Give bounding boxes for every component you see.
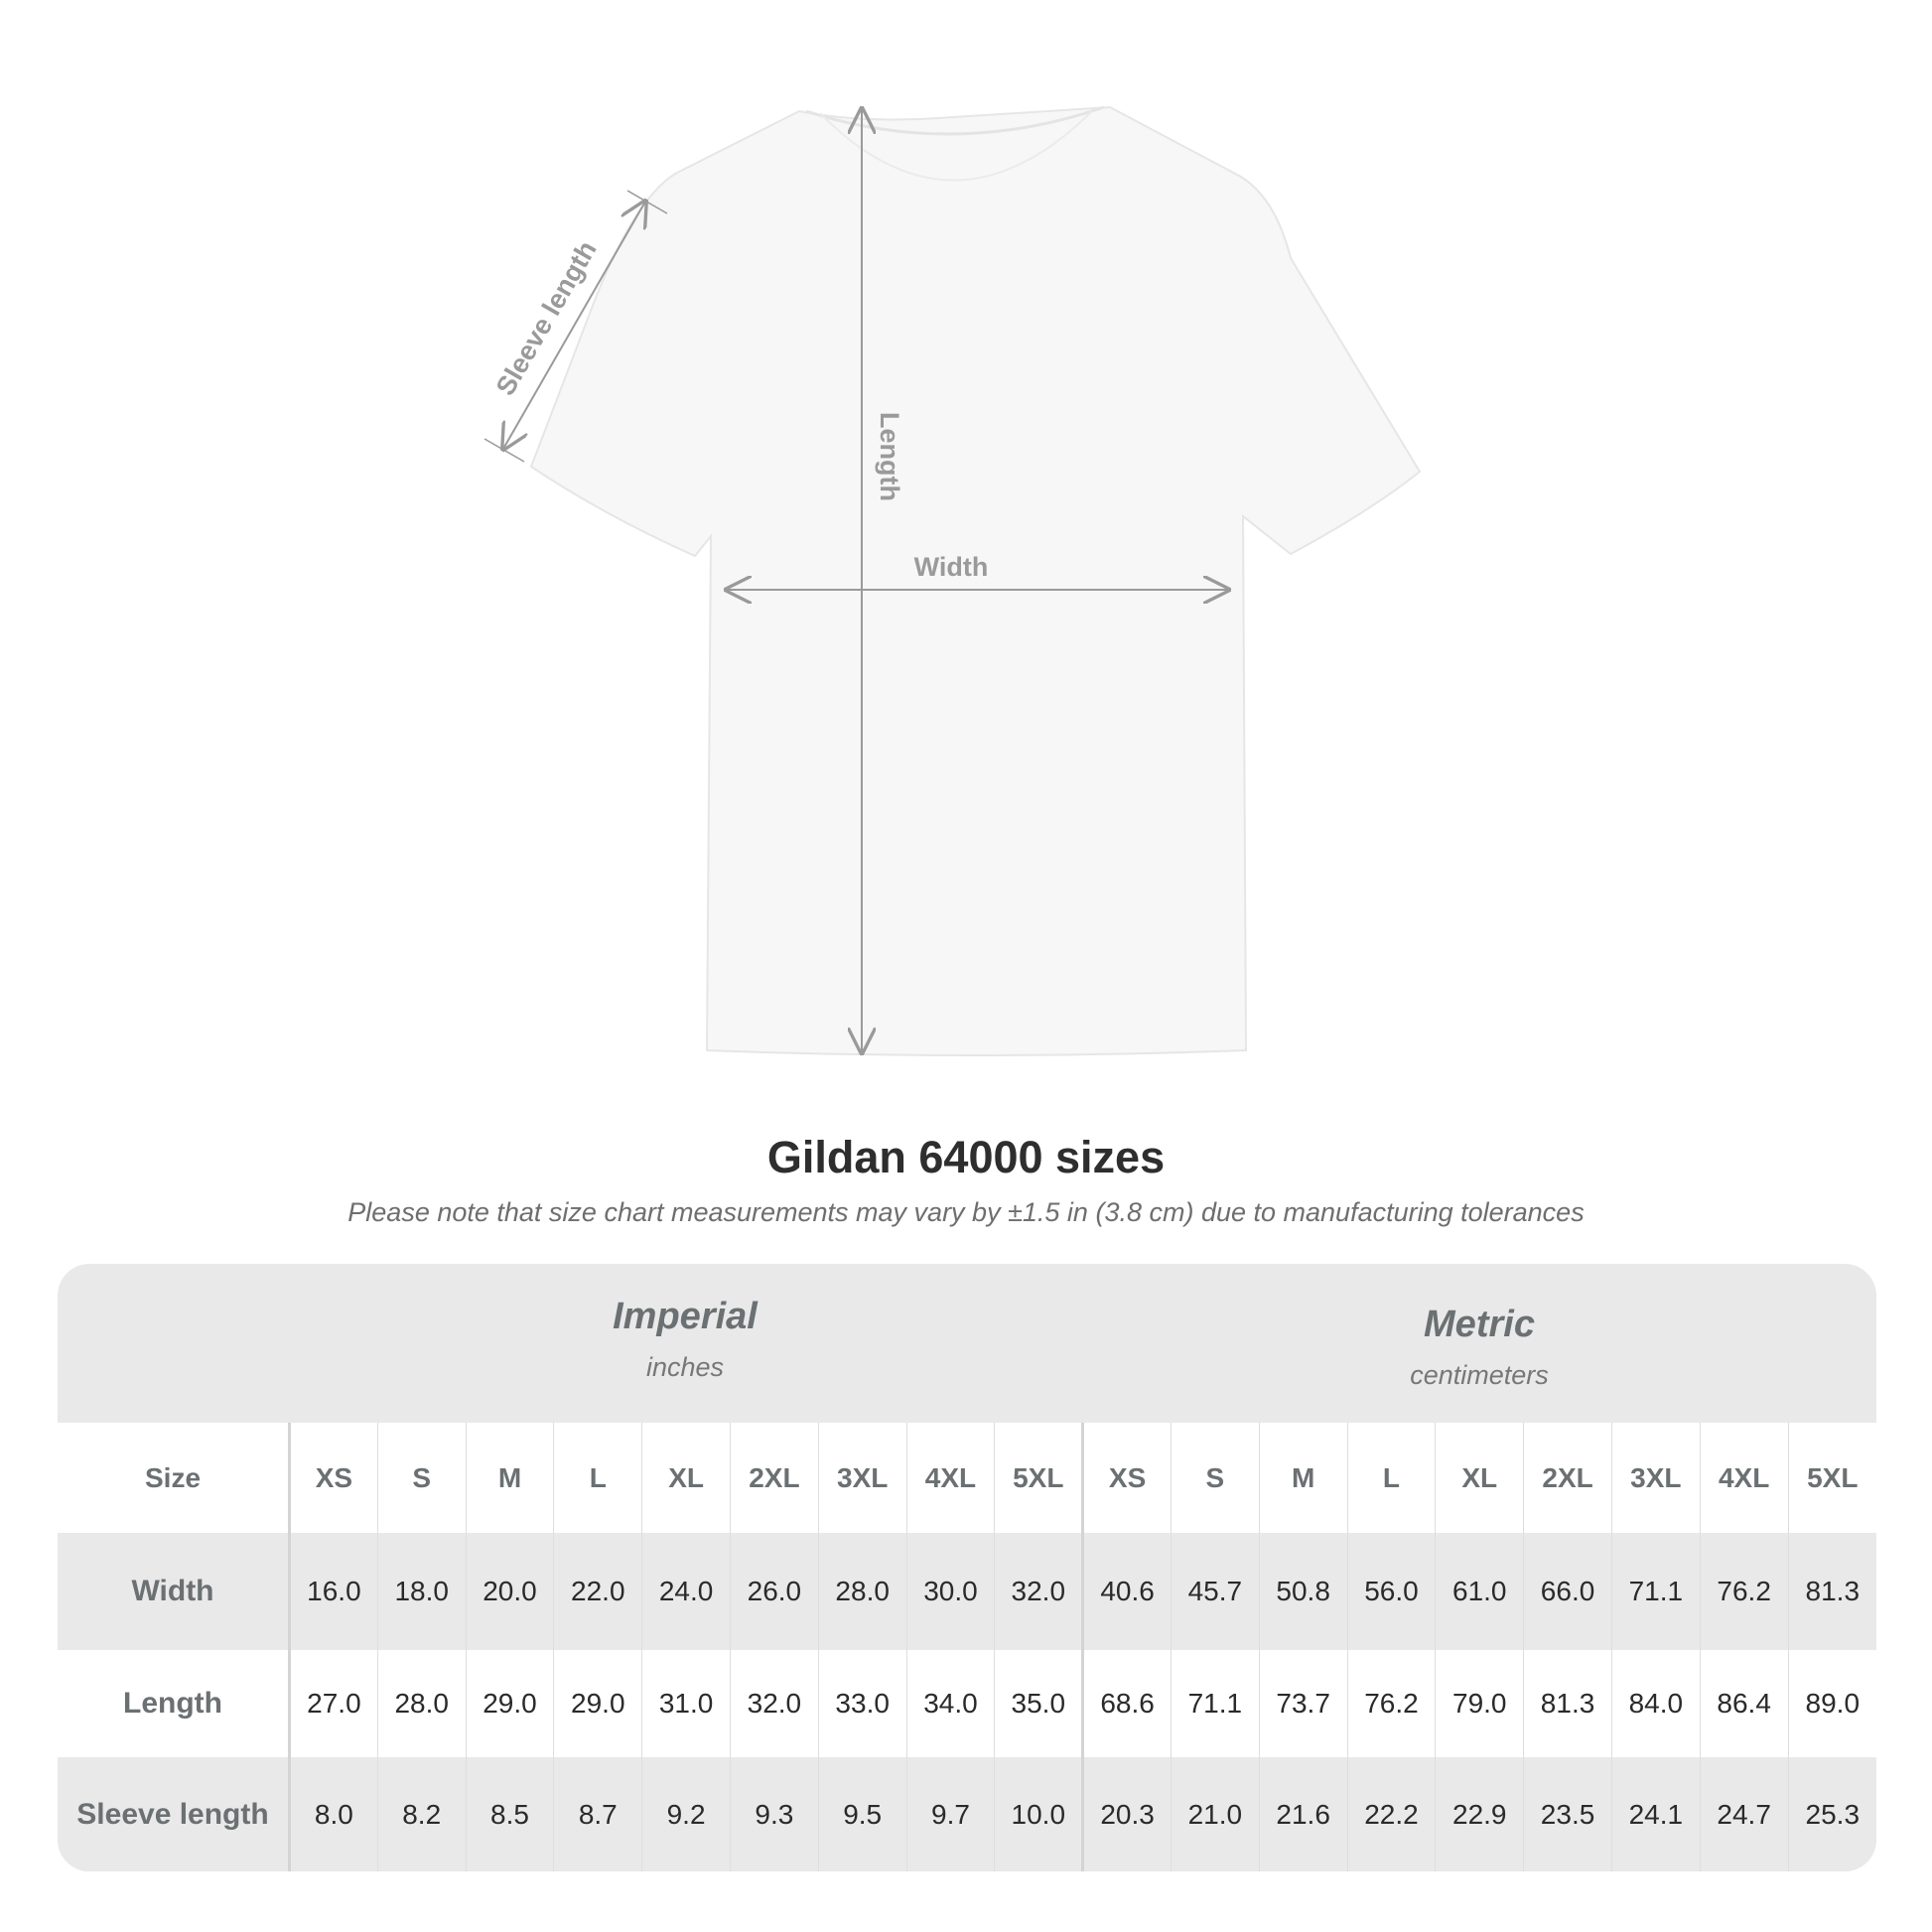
- imperial-cell: 30.0: [905, 1533, 995, 1650]
- imperial-cell: 9.7: [905, 1757, 995, 1871]
- imperial-size-header: 3XL: [817, 1423, 907, 1533]
- metric-cell: 81.3: [1787, 1533, 1876, 1650]
- metric-cell: 81.3: [1523, 1650, 1612, 1757]
- imperial-cell: 27.0: [289, 1650, 378, 1757]
- imperial-cell: 8.0: [289, 1757, 378, 1871]
- metric-cell: 21.6: [1258, 1757, 1348, 1871]
- imperial-cell: 8.5: [465, 1757, 554, 1871]
- imperial-cell: 24.0: [641, 1533, 731, 1650]
- metric-size-header: XL: [1435, 1423, 1524, 1533]
- metric-cell: 76.2: [1699, 1533, 1789, 1650]
- metric-cell: 79.0: [1435, 1650, 1524, 1757]
- metric-cell: 86.4: [1699, 1650, 1789, 1757]
- metric-cell: 84.0: [1610, 1650, 1701, 1757]
- imperial-cell: 31.0: [641, 1650, 731, 1757]
- metric-cell: 25.3: [1787, 1757, 1876, 1871]
- metric-size-header: 4XL: [1699, 1423, 1789, 1533]
- metric-cell: 61.0: [1435, 1533, 1524, 1650]
- imperial-header: Imperial inches: [288, 1296, 1082, 1383]
- imperial-size-header: XS: [289, 1423, 378, 1533]
- imperial-size-header: L: [553, 1423, 642, 1533]
- metric-size-header: XS: [1081, 1423, 1172, 1533]
- metric-cell: 21.0: [1170, 1757, 1260, 1871]
- imperial-title: Imperial: [613, 1296, 758, 1337]
- imperial-cell: 9.2: [641, 1757, 731, 1871]
- imperial-cell: 10.0: [994, 1757, 1083, 1871]
- imperial-cell: 18.0: [376, 1533, 467, 1650]
- tshirt-diagram: Length Width Sleeve length: [483, 105, 1422, 1056]
- imperial-unit: inches: [645, 1352, 725, 1382]
- sleeve-arrow: [503, 202, 645, 449]
- width-label: Width: [914, 552, 989, 582]
- imperial-cell: 29.0: [465, 1650, 554, 1757]
- imperial-size-header: 5XL: [994, 1423, 1083, 1533]
- metric-cell: 24.1: [1610, 1757, 1701, 1871]
- row-label: Width: [58, 1533, 291, 1650]
- metric-cell: 71.1: [1170, 1650, 1260, 1757]
- tolerance-note: Please note that size chart measurements…: [347, 1197, 1585, 1227]
- imperial-cell: 9.5: [817, 1757, 907, 1871]
- metric-cell: 66.0: [1523, 1533, 1612, 1650]
- imperial-cell: 9.3: [729, 1757, 819, 1871]
- metric-cell: 71.1: [1610, 1533, 1701, 1650]
- imperial-size-header: 2XL: [729, 1423, 819, 1533]
- metric-cell: 22.9: [1435, 1757, 1524, 1871]
- imperial-cell: 28.0: [817, 1533, 907, 1650]
- imperial-cell: 33.0: [817, 1650, 907, 1757]
- size-table: Size XS S M L XL 2XL 3XL 4XL 5XL XS S M L XL 2XL 3XL 4XL 5…: [58, 1423, 1876, 1871]
- table-row: Length 27.0 28.0 29.0 29.0 31.0 32.0 33.0 34.0 35…: [58, 1650, 1876, 1757]
- imperial-size-header: XL: [641, 1423, 731, 1533]
- size-header-row: Size XS S M L XL 2XL 3XL 4XL 5XL XS S M L XL 2XL 3XL 4XL 5…: [58, 1423, 1876, 1533]
- imperial-cell: 20.0: [465, 1533, 554, 1650]
- page-title: Gildan 64000 sizes: [766, 1132, 1166, 1182]
- imperial-cell: 29.0: [553, 1650, 642, 1757]
- metric-cell: 22.2: [1346, 1757, 1436, 1871]
- metric-unit: centimeters: [1410, 1360, 1549, 1390]
- imperial-cell: 32.0: [729, 1650, 819, 1757]
- metric-cell: 24.7: [1699, 1757, 1789, 1871]
- metric-cell: 40.6: [1081, 1533, 1172, 1650]
- metric-header: Metric centimeters: [1082, 1304, 1876, 1391]
- imperial-cell: 32.0: [994, 1533, 1083, 1650]
- metric-cell: 23.5: [1523, 1757, 1612, 1871]
- row-label: Sleeve length: [58, 1757, 291, 1871]
- metric-cell: 20.3: [1081, 1757, 1172, 1871]
- imperial-cell: 35.0: [994, 1650, 1083, 1757]
- table-row: Sleeve length 8.0 8.2 8.5 8.7 9.2 9.3 9.5 9.7 10.…: [58, 1757, 1876, 1871]
- metric-cell: 50.8: [1258, 1533, 1348, 1650]
- imperial-cell: 28.0: [376, 1650, 467, 1757]
- table-row: Width 16.0 18.0 20.0 22.0 24.0 26.0 28.0 30.0 32.…: [58, 1533, 1876, 1650]
- metric-cell: 68.6: [1081, 1650, 1172, 1757]
- imperial-cell: 16.0: [289, 1533, 378, 1650]
- collar: [805, 105, 1105, 136]
- metric-cell: 45.7: [1170, 1533, 1260, 1650]
- size-table-panel: Imperial inches Metric centimeters Size X…: [58, 1264, 1876, 1871]
- row-label: Length: [58, 1650, 291, 1757]
- metric-size-header: 3XL: [1610, 1423, 1701, 1533]
- metric-cell: 73.7: [1258, 1650, 1348, 1757]
- imperial-cell: 8.2: [376, 1757, 467, 1871]
- metric-size-header: 2XL: [1523, 1423, 1612, 1533]
- imperial-cell: 22.0: [553, 1533, 642, 1650]
- imperial-cell: 34.0: [905, 1650, 995, 1757]
- imperial-size-header: M: [465, 1423, 554, 1533]
- metric-size-header: L: [1346, 1423, 1436, 1533]
- metric-size-header: 5XL: [1787, 1423, 1876, 1533]
- imperial-cell: 26.0: [729, 1533, 819, 1650]
- metric-title: Metric: [1424, 1304, 1535, 1345]
- metric-size-header: S: [1170, 1423, 1260, 1533]
- imperial-cell: 8.7: [553, 1757, 642, 1871]
- metric-cell: 76.2: [1346, 1650, 1436, 1757]
- imperial-size-header: 4XL: [905, 1423, 995, 1533]
- imperial-size-header: S: [376, 1423, 467, 1533]
- size-label: Size: [58, 1423, 291, 1533]
- metric-cell: 89.0: [1787, 1650, 1876, 1757]
- length-label: Length: [875, 412, 904, 501]
- metric-size-header: M: [1258, 1423, 1348, 1533]
- metric-cell: 56.0: [1346, 1533, 1436, 1650]
